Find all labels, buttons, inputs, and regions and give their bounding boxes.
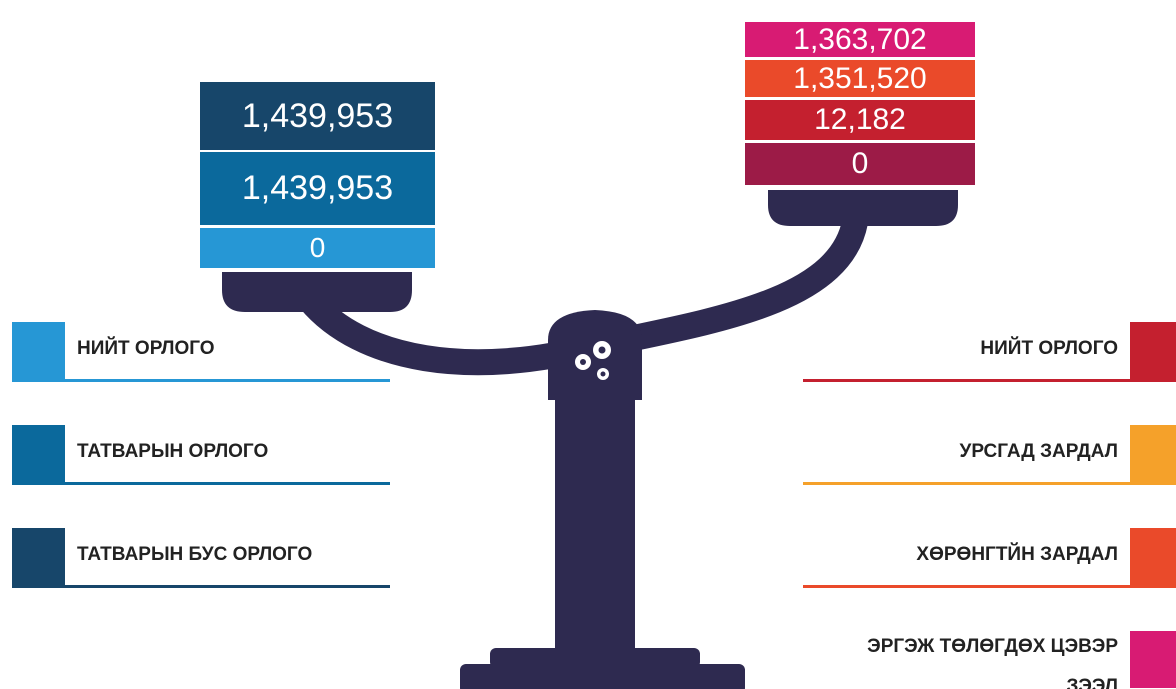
legend-swatch bbox=[1130, 322, 1176, 379]
legend-swatch bbox=[1130, 528, 1176, 585]
value-box: 1,351,520 bbox=[745, 60, 975, 97]
right-pan bbox=[768, 190, 958, 226]
value-box: 0 bbox=[200, 228, 435, 268]
left-pan bbox=[222, 272, 412, 312]
legend-label: НИЙТ ОРЛОГО bbox=[980, 338, 1118, 359]
legend-swatch bbox=[12, 425, 65, 482]
legend-line bbox=[12, 482, 390, 485]
legend-line bbox=[803, 482, 1176, 485]
legend-swatch bbox=[12, 322, 65, 379]
legend-swatch bbox=[12, 528, 65, 585]
legend-line bbox=[12, 379, 390, 382]
value-box: 1,439,953 bbox=[200, 152, 435, 225]
legend-line bbox=[803, 585, 1176, 588]
column bbox=[555, 395, 635, 655]
legend-label: НИЙТ ОРЛОГО bbox=[77, 338, 215, 359]
legend-swatch bbox=[1130, 631, 1176, 688]
base-top bbox=[490, 648, 700, 668]
value-box: 0 bbox=[745, 143, 975, 185]
legend-label: УРСГАД ЗАРДАЛ bbox=[959, 441, 1118, 462]
legend-swatch bbox=[1130, 425, 1176, 482]
value-box: 12,182 bbox=[745, 100, 975, 140]
legend-label: ТАТВАРЫН БУС ОРЛОГО bbox=[77, 544, 313, 565]
legend-label: ТАТВАРЫН ОРЛОГО bbox=[77, 441, 269, 462]
value-box: 1,363,702 bbox=[745, 22, 975, 57]
legend-label: ХӨРӨНГТЙН ЗАРДАЛ bbox=[916, 544, 1118, 565]
legend-label: ЭРГЭЖ ТӨЛӨГДӨХ ЦЭВЭР ЗЭЭЛ bbox=[867, 636, 1118, 689]
legend-line bbox=[803, 379, 1176, 382]
base bbox=[460, 664, 745, 689]
gears-icon bbox=[575, 341, 611, 380]
value-box: 1,439,953 bbox=[200, 82, 435, 150]
legend-line bbox=[12, 585, 390, 588]
